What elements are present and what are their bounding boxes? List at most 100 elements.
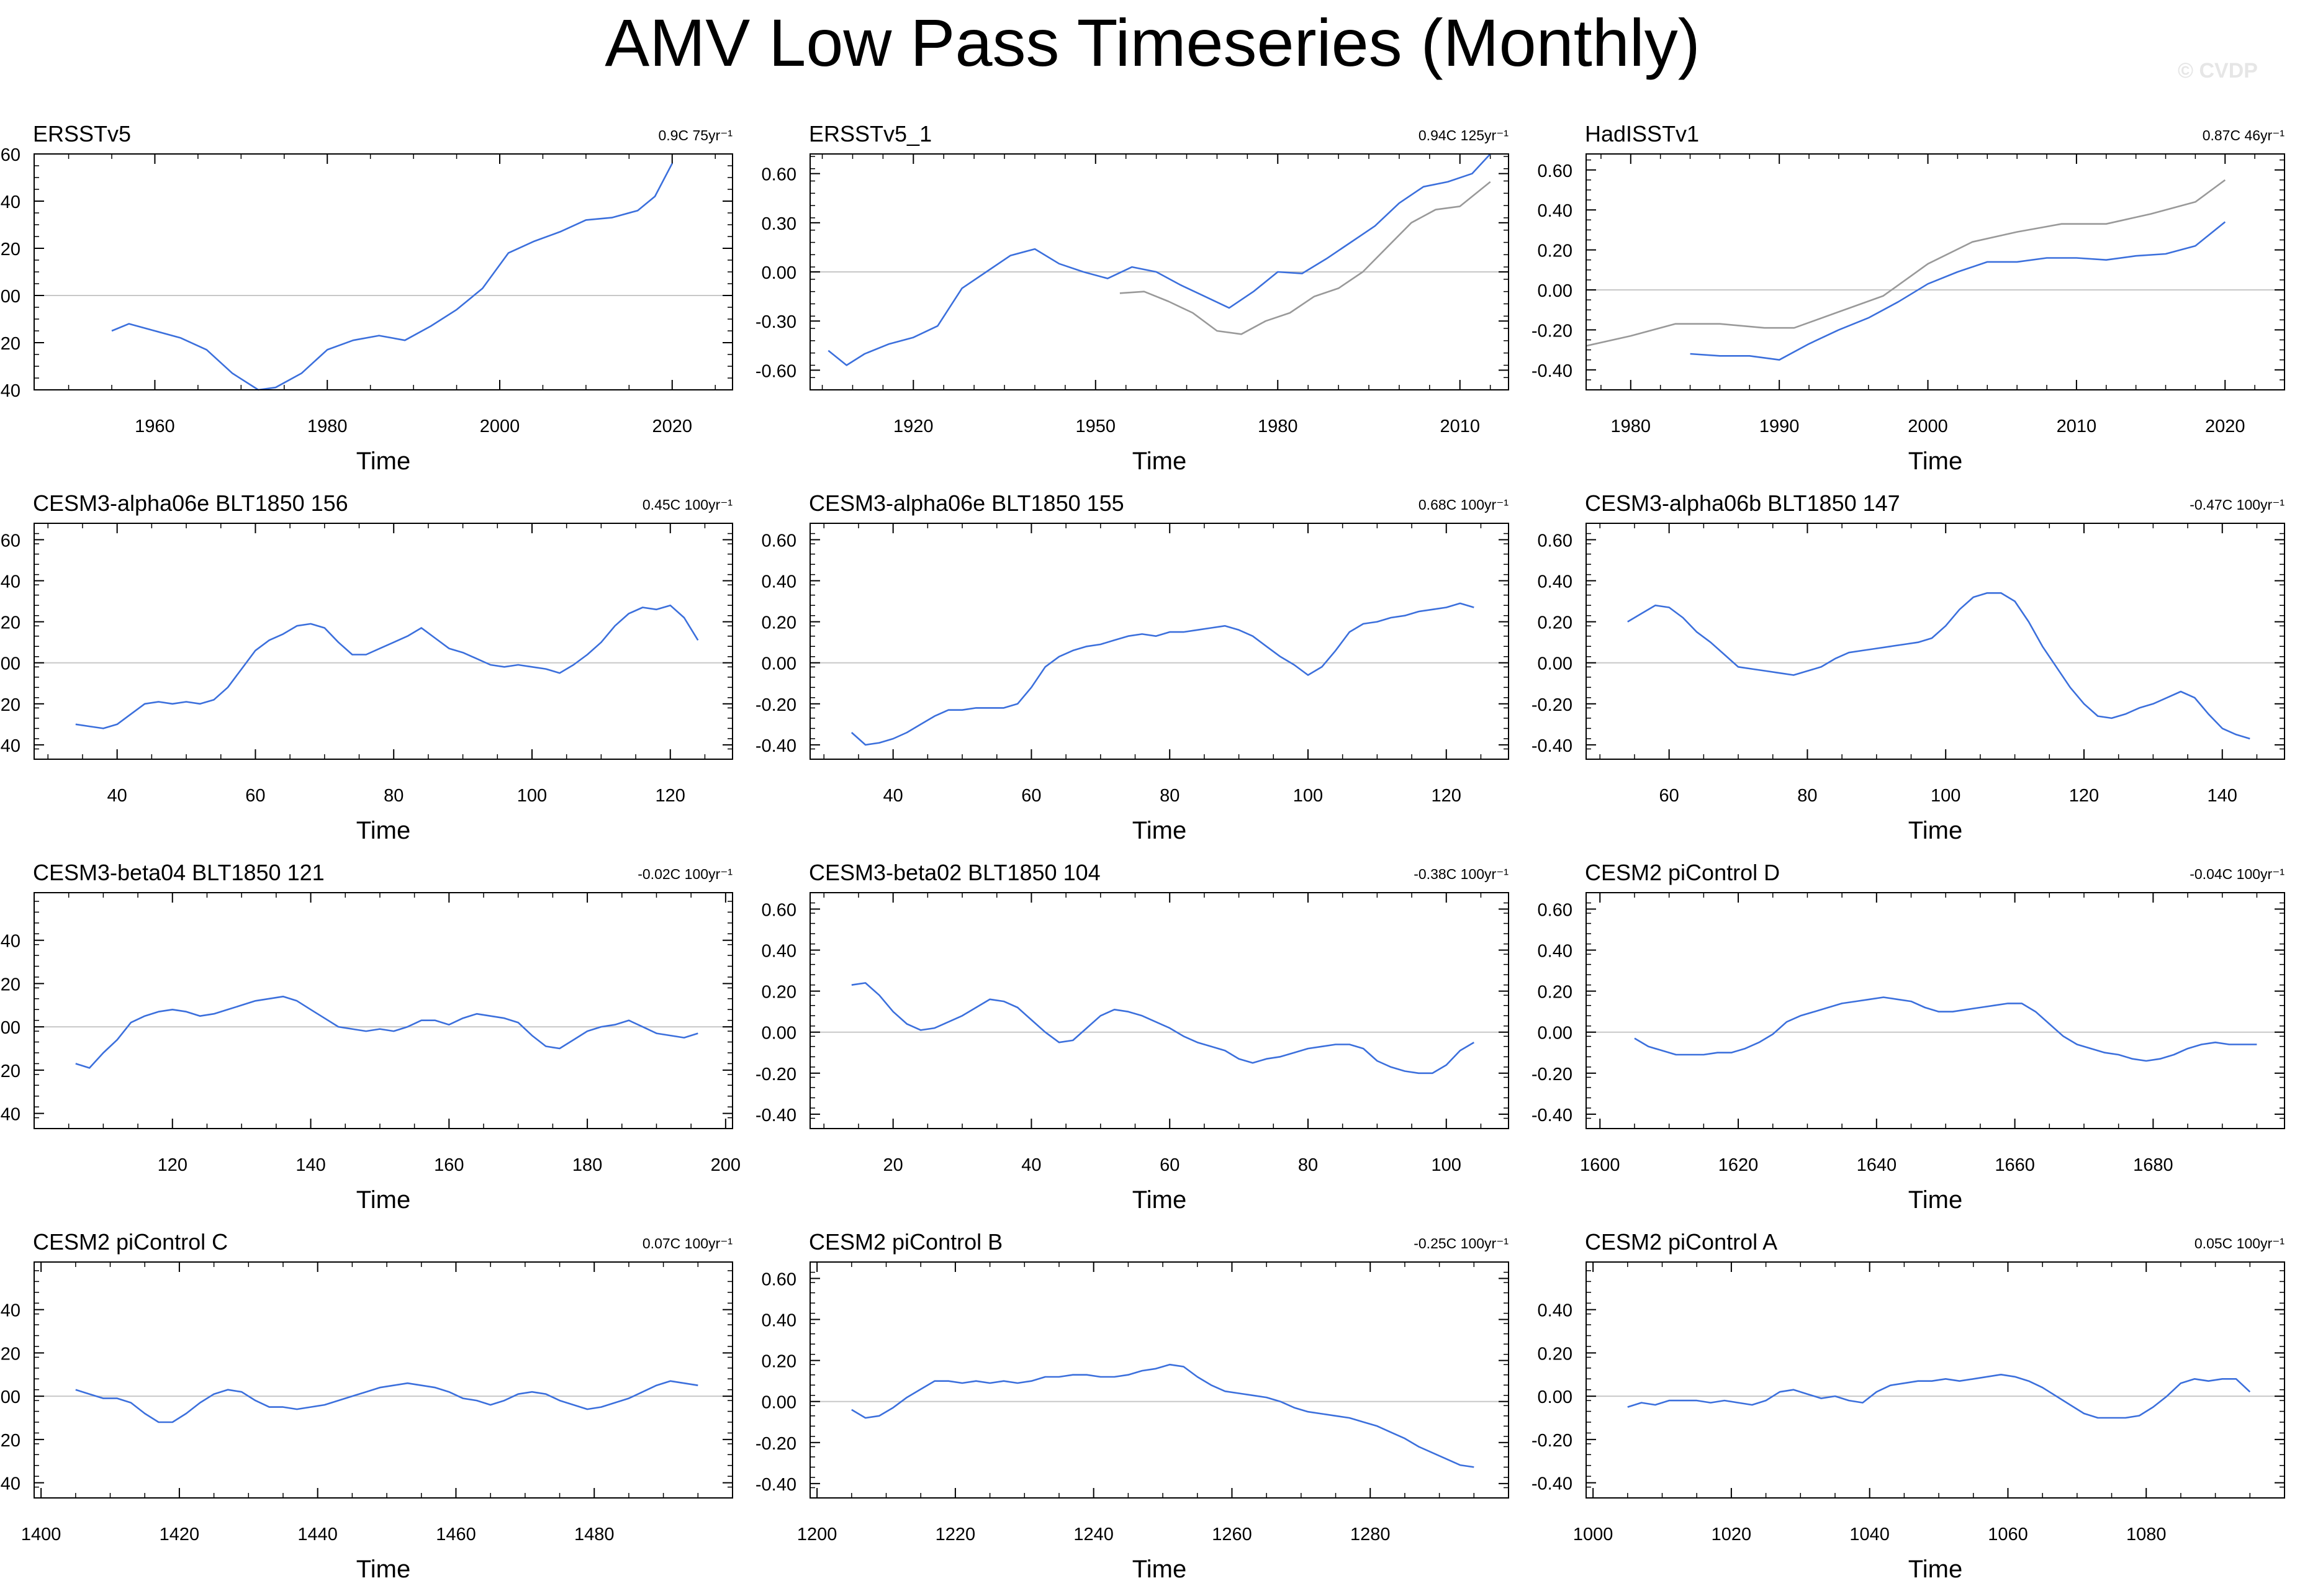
plot-frame: [1586, 1261, 2285, 1499]
panel-stat: 0.05C 100yr⁻¹: [2194, 1235, 2285, 1251]
x-tick-label: 1080: [2126, 1525, 2167, 1544]
x-tick-label: 1400: [21, 1525, 61, 1544]
x-tick-label: 60: [245, 786, 265, 806]
x-tick-label: 1920: [893, 417, 934, 436]
y-tick-label: 0.00: [1538, 1387, 1572, 1407]
x-tick-label: 1980: [1611, 417, 1651, 436]
panel-title: CESM3-alpha06e BLT1850 155: [809, 490, 1124, 516]
panel-title: CESM3-alpha06b BLT1850 147: [1585, 490, 1900, 516]
plot-frame: [810, 153, 1509, 390]
y-tick-label: 0.40: [0, 572, 20, 592]
y-tick-label: 0.40: [762, 1311, 796, 1331]
x-tick-label: 2000: [1908, 417, 1948, 436]
panel-stat: 0.9C 75yr⁻¹: [658, 127, 733, 143]
y-tick-label: 0.00: [762, 654, 796, 674]
x-tick-label: 1280: [1350, 1525, 1391, 1544]
x-tick-label: 80: [1160, 786, 1180, 806]
x-tick-label: 1040: [1849, 1525, 1890, 1544]
y-tick-label: 0.00: [1538, 654, 1572, 674]
x-tick-label: 60: [1659, 786, 1679, 806]
y-tick-label: 0.20: [1538, 1344, 1572, 1364]
panel-title: ERSSTv5: [33, 121, 131, 147]
panel-title: CESM2 piControl D: [1585, 860, 1780, 885]
panel-title: CESM2 piControl B: [809, 1229, 1003, 1255]
x-tick-label: 1480: [574, 1525, 615, 1544]
y-tick-label: 0.60: [762, 900, 796, 920]
x-tick-label: 100: [1293, 786, 1323, 806]
panel-title: HadISSTv1: [1585, 121, 1699, 147]
panel-10: CESM2 piControl C 0.07C 100yr⁻¹ -0.40 -0.20…: [0, 1229, 733, 1583]
series-line-blue: [1627, 1374, 2251, 1419]
x-axis-label: Time: [1132, 448, 1186, 475]
y-tick-label: 0.60: [1538, 900, 1572, 920]
panel-6: CESM3-alpha06b BLT1850 147 -0.47C 100yr⁻¹…: [1531, 490, 2285, 844]
plot-frame: [1586, 892, 2285, 1129]
y-tick-label: -0.40: [1531, 736, 1572, 756]
plot-frame: [34, 892, 733, 1129]
x-tick-label: 1990: [1759, 417, 1800, 436]
y-tick-label: -0.20: [0, 334, 20, 354]
x-tick-label: 1420: [160, 1525, 200, 1544]
series-line-gray: [1586, 179, 2226, 347]
y-tick-label: -0.40: [756, 736, 796, 756]
x-axis-label: Time: [1908, 1186, 1962, 1214]
series-line-blue: [1690, 221, 2226, 361]
panel-stat: -0.04C 100yr⁻¹: [2190, 866, 2285, 882]
x-tick-label: 1620: [1718, 1155, 1759, 1175]
x-tick-label: 1240: [1073, 1525, 1114, 1544]
x-tick-label: 80: [384, 786, 404, 806]
plot-frame: [810, 892, 1509, 1129]
plot-frame: [34, 523, 733, 760]
y-tick-label: 0.00: [0, 1018, 20, 1038]
y-tick-label: 0.60: [1538, 531, 1572, 551]
x-tick-label: 1640: [1857, 1155, 1897, 1175]
y-tick-label: 0.20: [0, 975, 20, 994]
y-tick-label: -0.20: [0, 695, 20, 715]
x-tick-label: 1950: [1076, 417, 1116, 436]
y-tick-label: 0.20: [0, 240, 20, 259]
x-tick-label: 1020: [1712, 1525, 1752, 1544]
panel-5: CESM3-alpha06e BLT1850 155 0.68C 100yr⁻¹ -…: [756, 490, 1509, 844]
y-tick-label: -0.20: [1531, 1431, 1572, 1451]
x-tick-label: 100: [1931, 786, 1960, 806]
x-tick-label: 2000: [480, 417, 520, 436]
x-tick-label: 2010: [1440, 417, 1480, 436]
panel-3: HadISSTv1 0.87C 46yr⁻¹ -0.40 -0.20 0.00 0.20 0…: [1531, 121, 2285, 475]
x-tick-label: 2010: [2057, 417, 2097, 436]
x-tick-label: 20: [883, 1155, 903, 1175]
x-tick-label: 1000: [1573, 1525, 1613, 1544]
x-tick-label: 140: [295, 1155, 325, 1175]
y-tick-label: -0.60: [756, 361, 796, 381]
panel-stat: -0.47C 100yr⁻¹: [2190, 497, 2285, 513]
x-tick-label: 80: [1797, 786, 1817, 806]
x-tick-label: 200: [711, 1155, 741, 1175]
cvdp-watermark: © CVDP: [2178, 59, 2258, 83]
panel-1: ERSSTv5 0.9C 75yr⁻¹ -0.40 -0.20 0.00 0.20 0.40…: [0, 121, 733, 475]
y-tick-label: -0.30: [756, 312, 796, 332]
x-axis-label: Time: [1908, 448, 1962, 475]
x-tick-label: 1260: [1212, 1525, 1252, 1544]
y-tick-label: 0.30: [762, 214, 796, 234]
panel-title: CESM3-beta02 BLT1850 104: [809, 860, 1101, 885]
x-axis-label: Time: [356, 817, 410, 844]
y-tick-label: -0.20: [756, 1434, 796, 1454]
series-line-blue: [75, 996, 698, 1069]
series-line-blue: [75, 604, 699, 729]
y-tick-label: -0.40: [1531, 1474, 1572, 1494]
panel-title: ERSSTv5_1: [809, 121, 932, 147]
x-tick-label: 1460: [436, 1525, 476, 1544]
x-tick-label: 1220: [936, 1525, 976, 1544]
y-tick-label: -0.40: [756, 1475, 796, 1495]
y-tick-label: -0.20: [1531, 321, 1572, 341]
panel-stat: 0.94C 125yr⁻¹: [1419, 127, 1509, 143]
y-tick-label: 0.40: [0, 1301, 20, 1321]
y-tick-label: 0.60: [0, 531, 20, 551]
series-line-blue: [1634, 996, 2257, 1062]
y-tick-label: 0.60: [0, 145, 20, 165]
y-tick-label: 0.00: [762, 1024, 796, 1044]
x-tick-label: 1440: [297, 1525, 338, 1544]
x-tick-label: 1980: [307, 417, 348, 436]
plot-frame: [34, 153, 733, 390]
panel-stat: -0.25C 100yr⁻¹: [1414, 1235, 1509, 1251]
